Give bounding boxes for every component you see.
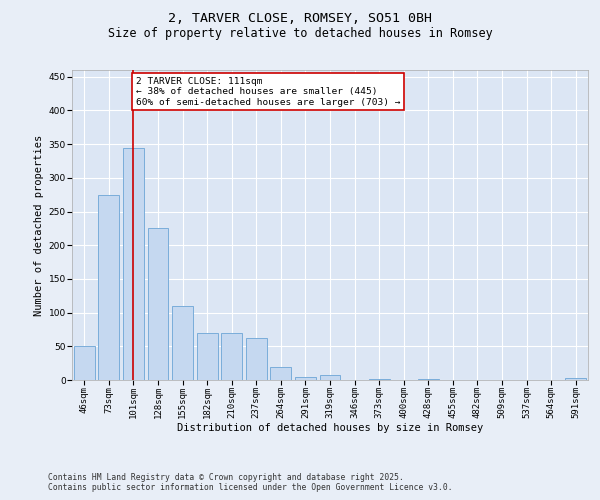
Y-axis label: Number of detached properties: Number of detached properties [34,134,44,316]
Bar [320,374,340,380]
Bar [271,366,292,380]
Bar [123,148,144,380]
Text: 2, TARVER CLOSE, ROMSEY, SO51 0BH: 2, TARVER CLOSE, ROMSEY, SO51 0BH [168,12,432,26]
Bar [221,333,242,380]
Bar [295,376,316,380]
Text: Size of property relative to detached houses in Romsey: Size of property relative to detached ho… [107,28,493,40]
Bar [197,333,218,380]
Bar [565,378,586,380]
X-axis label: Distribution of detached houses by size in Romsey: Distribution of detached houses by size … [177,422,483,432]
Bar [368,378,389,380]
Bar [418,378,439,380]
Text: 2 TARVER CLOSE: 111sqm
← 38% of detached houses are smaller (445)
60% of semi-de: 2 TARVER CLOSE: 111sqm ← 38% of detached… [136,76,400,106]
Bar [246,338,267,380]
Bar [74,346,95,380]
Bar [172,306,193,380]
Text: Contains HM Land Registry data © Crown copyright and database right 2025.
Contai: Contains HM Land Registry data © Crown c… [48,473,452,492]
Bar [148,228,169,380]
Bar [98,194,119,380]
